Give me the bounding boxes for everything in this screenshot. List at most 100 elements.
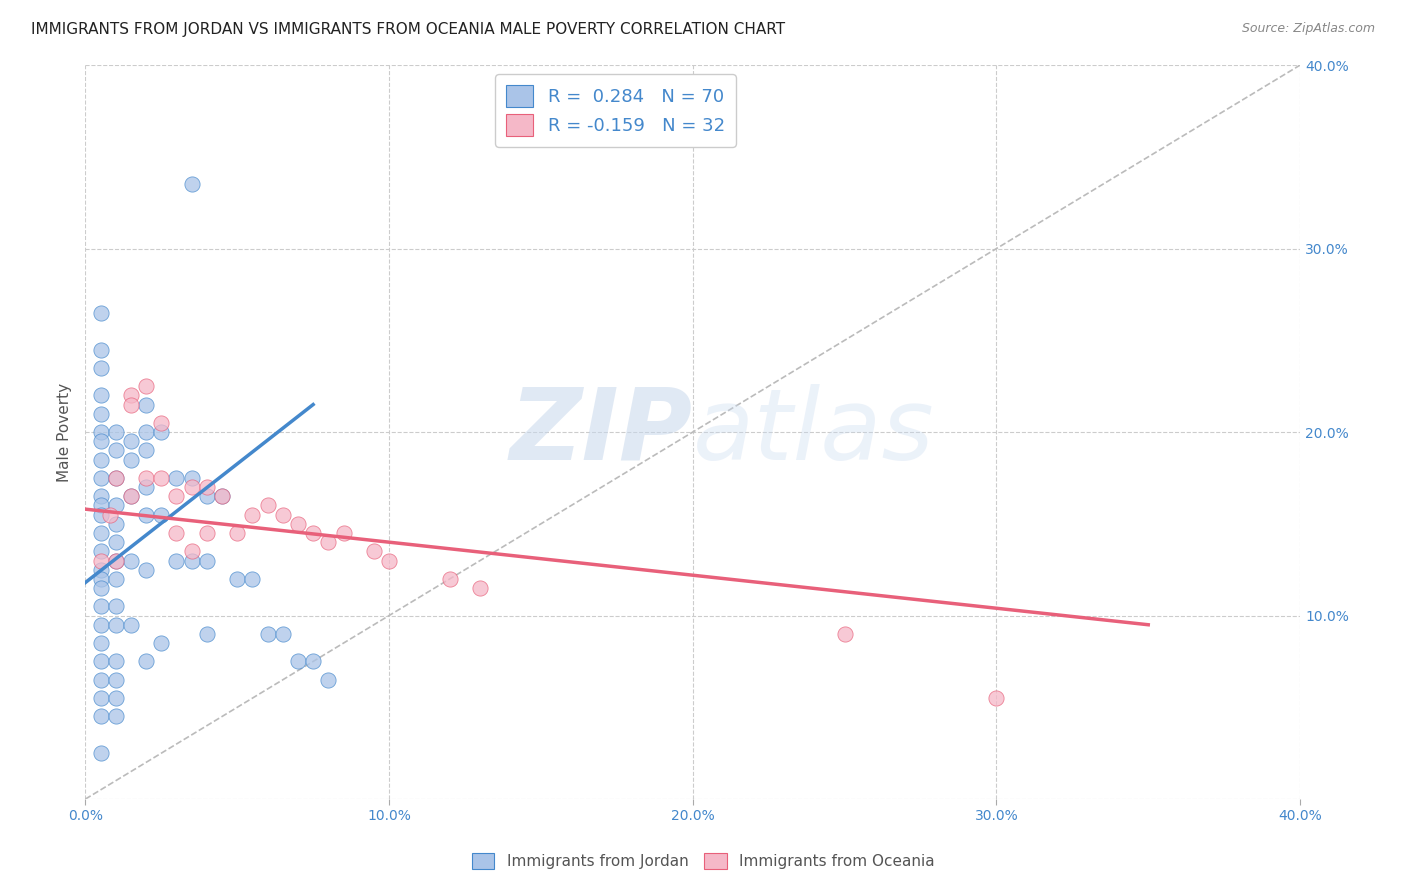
Point (104, 599, 127, 614)
Point (104, 443, 127, 458)
Point (90, 306, 112, 320)
Point (90, 572, 112, 586)
Point (104, 553, 127, 567)
Point (104, 572, 127, 586)
Point (135, 379, 157, 393)
Point (135, 443, 157, 458)
Point (150, 425, 173, 439)
Point (90, 499, 112, 513)
Point (195, 627, 218, 641)
Point (120, 452, 142, 467)
Point (256, 499, 278, 513)
Point (104, 673, 127, 687)
Point (226, 572, 249, 586)
Y-axis label: Male Poverty: Male Poverty (58, 383, 72, 482)
Point (150, 416, 173, 430)
Point (318, 673, 340, 687)
Point (104, 535, 127, 549)
Point (104, 617, 127, 632)
Point (120, 489, 142, 503)
Point (120, 617, 142, 632)
Text: atlas: atlas (693, 384, 935, 481)
Point (104, 471, 127, 485)
Point (135, 563, 157, 577)
Point (90, 636, 112, 650)
Point (104, 655, 127, 669)
Point (135, 471, 157, 485)
Point (211, 489, 233, 503)
Point (120, 434, 142, 449)
Point (834, 627, 856, 641)
Point (195, 489, 218, 503)
Point (104, 499, 127, 513)
Point (318, 535, 340, 549)
Point (135, 425, 157, 439)
Point (470, 581, 492, 595)
Point (287, 655, 309, 669)
Point (302, 526, 325, 541)
Point (120, 489, 142, 503)
Point (90, 489, 112, 503)
Point (242, 508, 264, 522)
Point (195, 553, 218, 567)
Point (211, 489, 233, 503)
Point (90, 407, 112, 421)
Text: ZIP: ZIP (510, 384, 693, 481)
Point (90, 673, 112, 687)
Point (180, 544, 202, 558)
Point (180, 178, 202, 192)
Point (104, 691, 127, 706)
Point (166, 553, 188, 567)
Point (120, 398, 142, 412)
Point (90, 709, 112, 723)
Point (256, 627, 278, 641)
Point (135, 480, 157, 494)
Point (378, 553, 401, 567)
Point (363, 544, 385, 558)
Point (986, 691, 1008, 706)
Point (98, 508, 121, 522)
Point (90, 388, 112, 402)
Legend: R =  0.284   N = 70, R = -0.159   N = 32: R = 0.284 N = 70, R = -0.159 N = 32 (495, 74, 735, 147)
Point (180, 471, 202, 485)
Point (104, 709, 127, 723)
Point (302, 655, 325, 669)
Text: Source: ZipAtlas.com: Source: ZipAtlas.com (1241, 22, 1375, 36)
Point (90, 452, 112, 467)
Point (120, 388, 142, 402)
Point (90, 581, 112, 595)
Point (135, 655, 157, 669)
Legend: Immigrants from Jordan, Immigrants from Oceania: Immigrants from Jordan, Immigrants from … (465, 847, 941, 875)
Point (287, 516, 309, 531)
Point (90, 434, 112, 449)
Point (166, 471, 188, 485)
Point (242, 572, 264, 586)
Point (90, 599, 112, 614)
Point (90, 655, 112, 669)
Point (104, 425, 127, 439)
Point (90, 471, 112, 485)
Point (90, 526, 112, 541)
Point (90, 691, 112, 706)
Point (104, 553, 127, 567)
Text: IMMIGRANTS FROM JORDAN VS IMMIGRANTS FROM OCEANIA MALE POVERTY CORRELATION CHART: IMMIGRANTS FROM JORDAN VS IMMIGRANTS FRO… (31, 22, 785, 37)
Point (332, 526, 354, 541)
Point (90, 544, 112, 558)
Point (104, 471, 127, 485)
Point (150, 508, 173, 522)
Point (150, 471, 173, 485)
Point (226, 526, 249, 541)
Point (90, 563, 112, 577)
Point (90, 617, 112, 632)
Point (180, 480, 202, 494)
Point (271, 508, 294, 522)
Point (180, 553, 202, 567)
Point (135, 398, 157, 412)
Point (271, 627, 294, 641)
Point (104, 516, 127, 531)
Point (90, 425, 112, 439)
Point (135, 508, 157, 522)
Point (90, 360, 112, 375)
Point (195, 526, 218, 541)
Point (150, 636, 173, 650)
